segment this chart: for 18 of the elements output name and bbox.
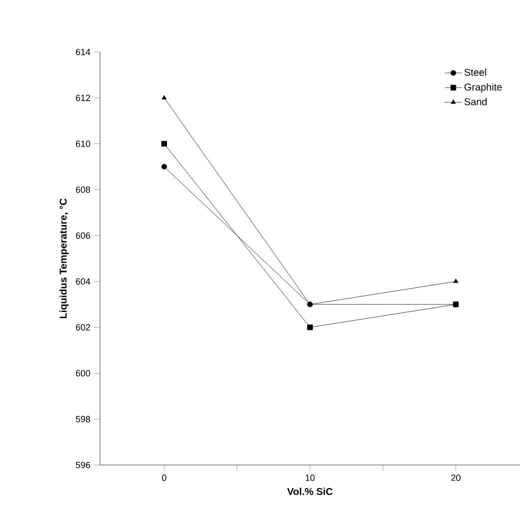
y-axis-title: Liquidus Temperature, °C	[59, 198, 69, 318]
y-tick-label: 604	[76, 278, 90, 285]
x-tick-label: 20	[451, 474, 460, 481]
legend-label: Graphite	[464, 83, 502, 93]
y-tick-label: 614	[76, 48, 90, 56]
x-tick-label: 10	[306, 474, 315, 481]
legend-label: Steel	[464, 68, 486, 76]
y-tick-label: 602	[76, 324, 90, 331]
y-tick-label: 600	[76, 370, 90, 376]
x-axis-title: Vol.% SiC	[287, 488, 333, 496]
y-tick-label: 598	[76, 416, 90, 422]
x-tick-label: 0	[162, 474, 166, 481]
y-tick-label: 596	[76, 462, 90, 468]
y-tick-label: 612	[76, 94, 90, 102]
y-tick-label: 610	[76, 140, 90, 147]
y-tick-label: 606	[76, 232, 90, 239]
legend-label: Sand	[464, 98, 487, 106]
y-tick-label: 608	[76, 186, 90, 193]
